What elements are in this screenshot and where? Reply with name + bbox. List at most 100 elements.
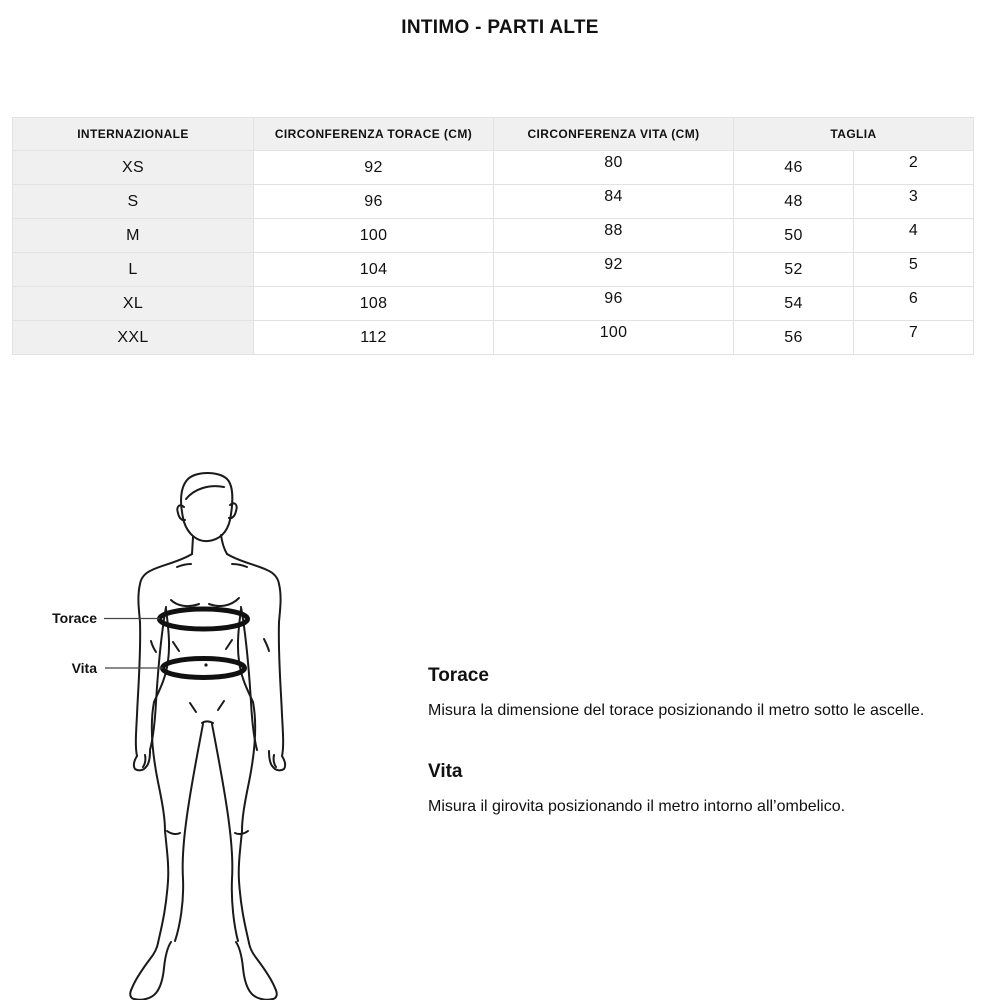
cell-waist: 96	[493, 286, 734, 321]
waist-measure-ellipse	[160, 656, 247, 680]
size-chart-header: INTERNAZIONALE CIRCONFERENZA TORACE (CM)…	[12, 117, 975, 151]
cell-size-it: 54	[733, 286, 854, 321]
cell-waist: 100	[493, 320, 734, 355]
navel-dot	[204, 663, 208, 667]
right-clavicle-dash	[231, 563, 248, 568]
right-knee-dash	[234, 830, 249, 836]
cell-size-it: 46	[733, 150, 854, 185]
crotch-line	[201, 720, 214, 724]
cell-size-num-value: 7	[908, 323, 919, 341]
table-row: L 104 92 52 5	[12, 252, 975, 287]
right-thumb	[272, 754, 277, 768]
cell-waist: 80	[493, 150, 734, 185]
left-outer-leg	[150, 701, 170, 944]
human-figure-drawing	[104, 472, 287, 1000]
left-foot	[129, 941, 172, 1000]
left-clavicle-dash	[176, 563, 192, 568]
vita-description: Misura il girovita posizionando il metro…	[428, 798, 846, 815]
right-foot	[235, 941, 278, 1000]
size-chart-body: XS 92 80 46 2 S 96 84 48 3 M 100 88 50 4…	[12, 150, 975, 355]
cell-size-num: 5	[852, 252, 975, 287]
cell-waist: 92	[493, 252, 734, 287]
page-title: INTIMO - PARTI ALTE	[401, 17, 599, 38]
torace-description: Misura la dimensione del torace posizion…	[428, 702, 925, 719]
right-forearm-dash	[263, 638, 270, 652]
cell-waist-value: 100	[599, 323, 628, 341]
cell-size-num: 4	[852, 218, 975, 253]
right-ear	[228, 502, 238, 520]
cell-waist-value: 84	[604, 187, 623, 205]
cell-size-it: 52	[733, 252, 854, 287]
cell-size-num: 7	[852, 320, 975, 355]
cell-size-it: 48	[733, 184, 854, 219]
head-outline	[180, 472, 234, 543]
right-outer-leg	[237, 701, 257, 944]
right-hip-dash	[217, 700, 225, 711]
cell-waist-value: 80	[604, 153, 623, 171]
cell-waist-value: 92	[604, 255, 623, 273]
header-row: INTERNAZIONALE CIRCONFERENZA TORACE (CM)…	[12, 117, 975, 151]
cell-size-num-value: 5	[908, 255, 919, 273]
neck-right	[220, 534, 228, 555]
left-hand	[132, 750, 151, 772]
cell-international: XS	[12, 150, 254, 185]
vita-heading: Vita	[428, 761, 463, 782]
table-row: XXL 112 100 56 7	[12, 320, 975, 355]
cell-chest: 96	[253, 184, 494, 219]
figure-label-vita: Vita	[71, 660, 97, 676]
cell-international: XXL	[12, 320, 254, 355]
left-inner-leg	[174, 723, 204, 942]
header-waist-circumference: CIRCONFERENZA VITA (CM)	[493, 117, 734, 151]
header-chest-circumference: CIRCONFERENZA TORACE (CM)	[253, 117, 494, 151]
cell-waist: 84	[493, 184, 734, 219]
right-pec-line	[208, 597, 240, 607]
cell-chest: 100	[253, 218, 494, 253]
header-size: TAGLIA	[732, 117, 975, 151]
right-ab-dash	[225, 639, 233, 650]
cell-size-num-value: 6	[908, 289, 919, 307]
cell-international: XL	[12, 286, 254, 321]
right-inner-leg	[211, 723, 239, 942]
left-pec-line	[170, 599, 200, 608]
cell-waist-value: 96	[604, 289, 623, 307]
header-international: INTERNAZIONALE	[12, 117, 254, 151]
cell-size-num-value: 3	[908, 187, 919, 205]
hair-line	[185, 485, 225, 500]
measurement-figure: Torace Vita	[0, 450, 340, 1000]
cell-size-it: 50	[733, 218, 854, 253]
cell-chest: 92	[253, 150, 494, 185]
table-row: M 100 88 50 4	[12, 218, 975, 253]
left-forearm-dash	[150, 640, 157, 653]
table-row: S 96 84 48 3	[12, 184, 975, 219]
left-knee-dash	[166, 830, 181, 836]
cell-chest: 108	[253, 286, 494, 321]
cell-size-num: 2	[852, 150, 975, 185]
cell-chest: 112	[253, 320, 494, 355]
body-outline	[129, 472, 287, 1000]
right-shoulder-arm	[226, 553, 285, 757]
left-ab-dash	[172, 641, 180, 652]
left-thumb	[142, 754, 147, 768]
cell-waist: 88	[493, 218, 734, 253]
table-row: XL 108 96 54 6	[12, 286, 975, 321]
chest-measure-ellipse	[157, 606, 250, 632]
table-row: XS 92 80 46 2	[12, 150, 975, 185]
cell-waist-value: 88	[604, 221, 623, 239]
cell-size-num-value: 4	[908, 221, 919, 239]
cell-international: L	[12, 252, 254, 287]
figure-label-torace: Torace	[52, 610, 97, 626]
left-hip-dash	[189, 702, 197, 713]
neck-left	[191, 536, 194, 555]
left-ear	[176, 504, 186, 522]
cell-size-it: 56	[733, 320, 854, 355]
left-shoulder-arm	[134, 553, 193, 757]
right-hand	[268, 750, 287, 772]
size-chart-table: INTERNAZIONALE CIRCONFERENZA TORACE (CM)…	[12, 117, 975, 355]
cell-size-num-value: 2	[908, 153, 919, 171]
torace-heading: Torace	[428, 665, 489, 686]
cell-chest: 104	[253, 252, 494, 287]
cell-international: S	[12, 184, 254, 219]
cell-size-num: 3	[852, 184, 975, 219]
measuring-instructions: Torace Misura la dimensione del torace p…	[428, 664, 958, 818]
cell-size-num: 6	[852, 286, 975, 321]
